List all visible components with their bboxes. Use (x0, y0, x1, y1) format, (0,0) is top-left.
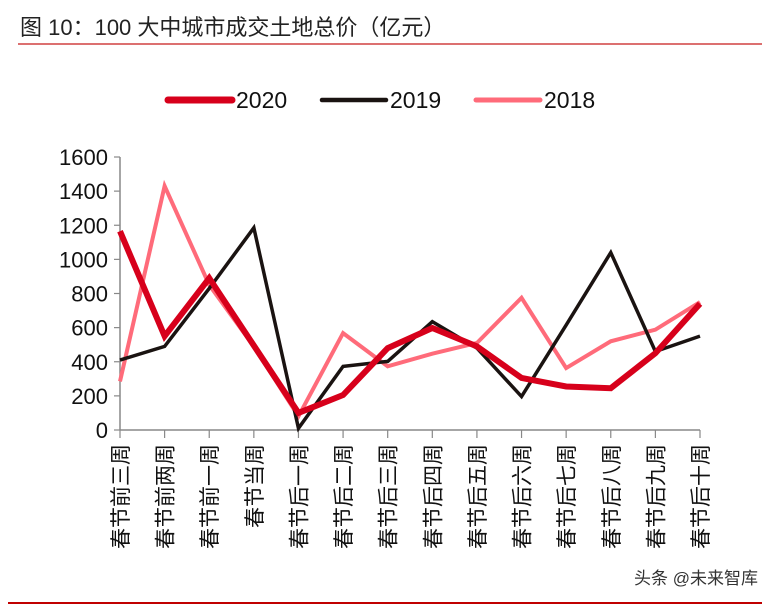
legend-label-2018: 2018 (544, 87, 595, 113)
series-line-2019 (119, 223, 701, 433)
chart-title: 图 10：100 大中城市成交土地总价（亿元） (20, 15, 445, 40)
x-tick-labels: 春节前三周 春节前两周 春节前一周 春节当周 春节后一周 春节后二周 春节后三周 春节后四周春… (110, 444, 713, 549)
x-tick-label: 春节后二周 (333, 444, 356, 549)
y-tick-label: 1200 (59, 213, 108, 238)
y-tick-label: 400 (71, 350, 108, 375)
x-tick-label: 春节后一周 (288, 444, 311, 549)
x-tick-label: 春节后三周 (378, 444, 401, 549)
series-line-2018 (118, 179, 702, 421)
axes: 0 200 400 600 800 1000 1200 1400 1600 (59, 145, 701, 443)
y-tick-label: 1000 (59, 247, 108, 272)
x-tick-label: 春节后八周 (601, 444, 624, 549)
x-tick-label: 春节后五周 (467, 444, 490, 549)
y-tick-label: 1600 (59, 145, 108, 170)
legend-label-2019: 2019 (390, 87, 441, 113)
x-tick-label: 春节后七周 (556, 444, 579, 549)
x-tick-label: 春节后六周 (512, 444, 535, 549)
x-tick-label: 春节后九周 (645, 444, 668, 549)
y-tick-label: 800 (71, 282, 108, 307)
x-tick-label: 春节前一周 (199, 444, 222, 549)
x-tick-label: 春节后四周 (422, 444, 445, 549)
series-lines (117, 179, 703, 433)
watermark: 头条 @未来智库 (634, 569, 758, 588)
y-tick-label: 0 (96, 418, 108, 443)
y-tick-label: 600 (71, 316, 108, 341)
y-tick-label: 200 (71, 384, 108, 409)
legend: 2020 2019 2018 (164, 87, 595, 113)
x-tick-label: 春节后十周 (690, 444, 713, 549)
y-tick-label: 1400 (59, 179, 108, 204)
x-tick-label: 春节前两周 (155, 444, 178, 549)
legend-label-2020: 2020 (236, 87, 287, 113)
x-tick-label: 春节当周 (244, 444, 267, 528)
series-line-2020 (117, 230, 703, 417)
x-tick-label: 春节前三周 (110, 444, 133, 549)
